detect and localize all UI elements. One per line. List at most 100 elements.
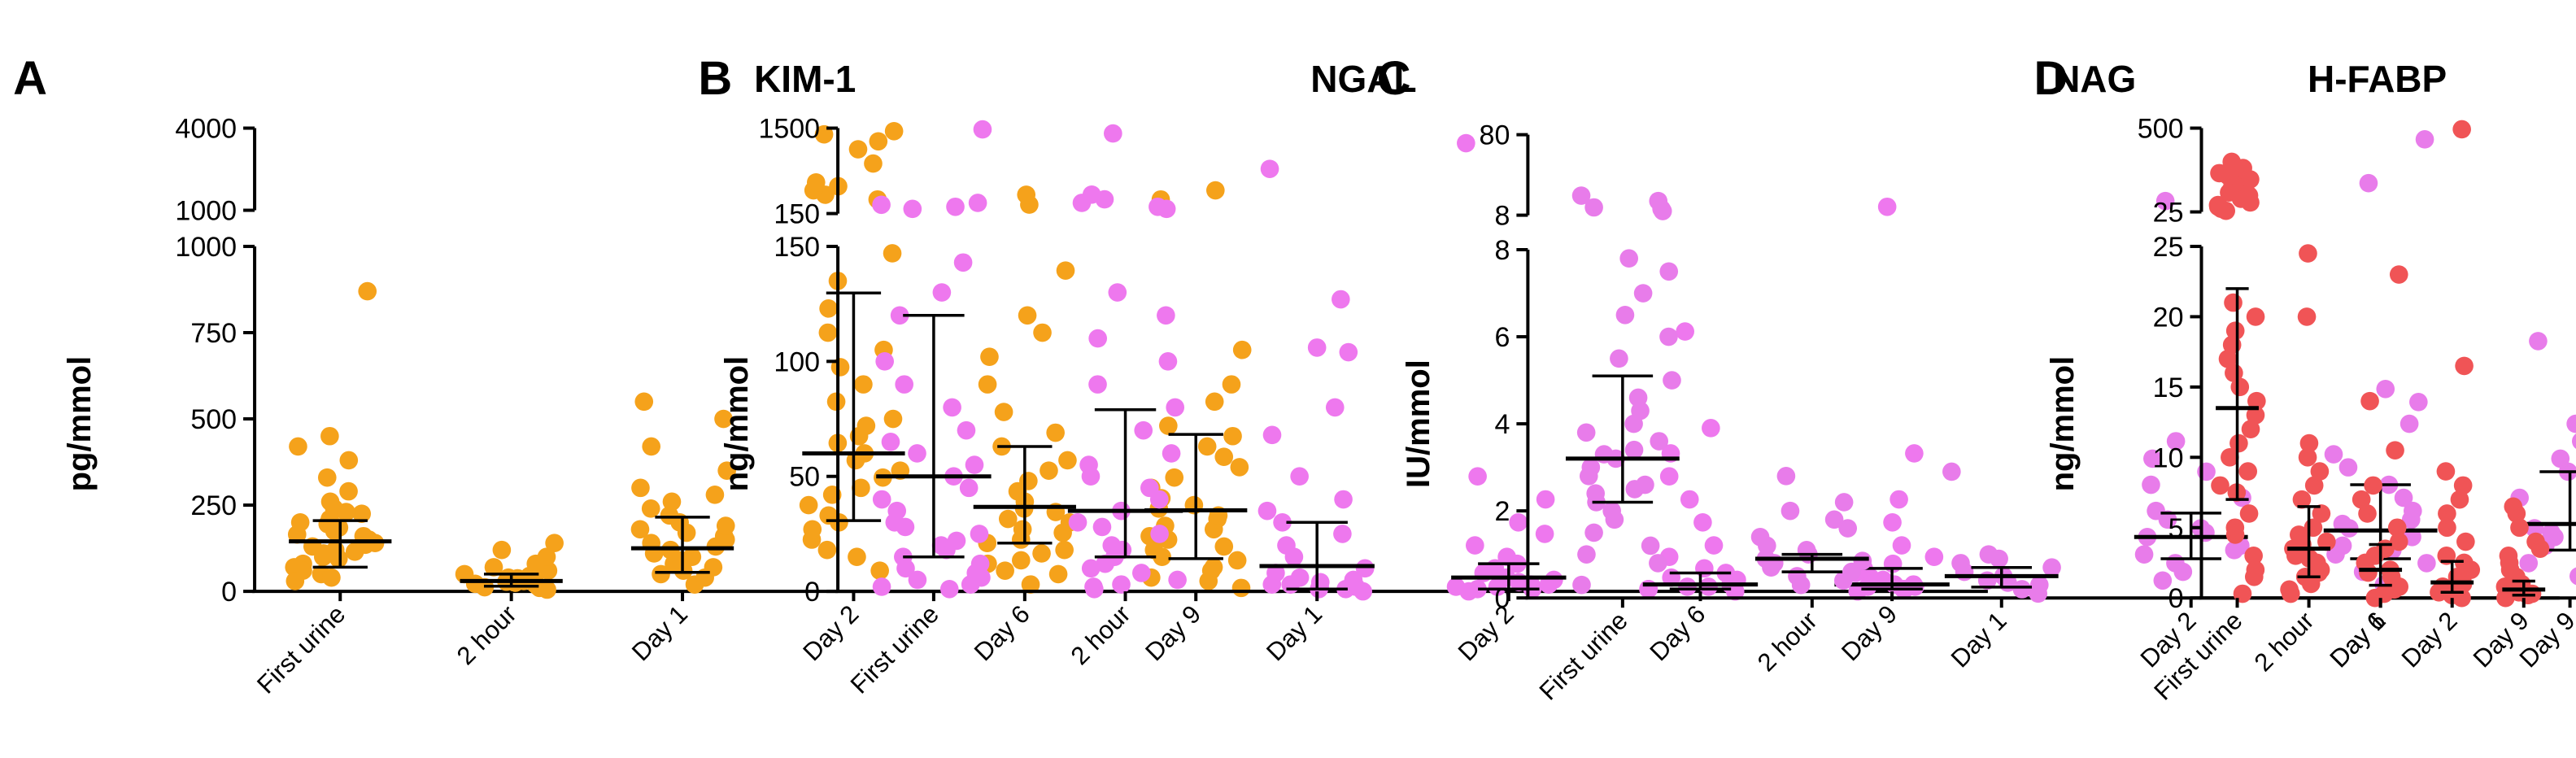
data-point <box>998 509 1018 529</box>
data-point <box>716 516 735 535</box>
data-point <box>2360 391 2379 411</box>
y-tick-label: 0 <box>1494 583 1510 614</box>
data-point <box>2519 554 2539 573</box>
x-tick-label: Day 9 <box>1836 599 1903 666</box>
data-point <box>1084 577 1103 596</box>
data-point <box>537 547 556 567</box>
data-point <box>1650 432 1669 451</box>
data-point <box>887 501 907 521</box>
x-tick-label: Day 1 <box>2325 606 2391 673</box>
data-point <box>2417 554 2436 573</box>
data-point <box>1883 512 1902 532</box>
data-point <box>1858 577 1877 596</box>
panel-label-A: A <box>13 52 47 105</box>
data-point <box>1168 570 1187 590</box>
data-point <box>1231 578 1251 598</box>
y-tick-label: 500 <box>2138 114 2184 145</box>
data-point <box>2012 580 2032 599</box>
data-point <box>1942 462 1961 481</box>
data-point <box>848 547 866 567</box>
data-point <box>1602 501 1621 521</box>
data-point <box>1104 124 1122 143</box>
x-tick-label: Day 6 <box>1644 599 1711 666</box>
data-point <box>872 490 891 509</box>
data-point <box>2338 458 2358 477</box>
y-tick-label: 15 <box>2153 372 2184 403</box>
y-axis-label: pg/mmol <box>62 356 98 492</box>
data-point <box>358 281 377 301</box>
y-tick-label: 500 <box>190 404 237 435</box>
data-point <box>1332 290 1350 309</box>
data-point <box>1166 398 1185 417</box>
data-point <box>1273 512 1292 532</box>
data-point <box>1092 517 1112 537</box>
panel-label-D: D <box>2033 52 2068 105</box>
data-point <box>994 403 1013 421</box>
data-point <box>2246 406 2265 425</box>
data-point <box>2166 432 2186 451</box>
data-point <box>2324 445 2343 464</box>
data-point <box>1788 567 1807 586</box>
data-point <box>1339 342 1358 362</box>
y-tick-label: 2 <box>1494 496 1510 527</box>
data-point <box>1509 512 1528 532</box>
y-tick-label: 150 <box>774 199 820 230</box>
data-point <box>1535 525 1554 543</box>
data-point <box>1165 468 1184 487</box>
data-point <box>1824 510 1844 529</box>
data-point <box>1310 577 1329 596</box>
data-point <box>2225 541 2244 560</box>
data-point <box>2399 414 2419 433</box>
data-point <box>2571 433 2576 449</box>
data-point <box>2142 475 2160 494</box>
x-tick-label: 2 hour <box>1752 606 1823 677</box>
data-point <box>2221 447 2239 467</box>
data-point <box>2430 582 2448 602</box>
data-point <box>1222 375 1241 394</box>
data-point <box>1134 420 1153 440</box>
data-point <box>352 504 372 523</box>
data-point <box>2134 545 2154 564</box>
data-point <box>1113 540 1132 560</box>
data-point <box>1594 445 1614 464</box>
data-point <box>2376 379 2395 399</box>
data-point <box>872 577 891 596</box>
data-point <box>2143 449 2162 468</box>
data-point <box>1446 577 1466 596</box>
data-point <box>1457 133 1475 153</box>
data-point <box>1704 536 1724 555</box>
data-point <box>2566 414 2576 433</box>
data-point <box>2153 571 2173 590</box>
panel-label-C: C <box>1377 52 1411 105</box>
data-point <box>1576 423 1596 442</box>
data-point <box>1088 329 1107 348</box>
data-point <box>864 154 883 173</box>
data-point <box>883 244 902 263</box>
data-point <box>339 481 358 501</box>
data-point <box>854 375 873 394</box>
data-point <box>2504 497 2523 516</box>
data-point <box>799 495 818 515</box>
data-point <box>1150 525 1169 543</box>
data-point <box>1325 398 1345 417</box>
data-point <box>2569 567 2576 586</box>
data-point <box>1068 512 1087 532</box>
data-point <box>2455 553 2474 573</box>
data-point <box>2389 265 2408 284</box>
data-point <box>2297 307 2317 326</box>
data-point <box>908 444 926 463</box>
panel-title: NGAL <box>1310 58 1416 100</box>
y-tick-label: 100 <box>774 346 820 377</box>
data-point <box>492 540 512 560</box>
panel-title: H-FABP <box>2308 58 2447 100</box>
y-tick-label: 25 <box>2153 232 2184 263</box>
data-point <box>1663 371 1681 390</box>
data-point <box>1262 425 1282 445</box>
data-point <box>1497 547 1516 567</box>
data-point <box>1615 305 1635 325</box>
data-point <box>1488 577 1507 596</box>
panel-title: NAG <box>2053 58 2136 100</box>
data-point <box>1877 197 1897 216</box>
data-point <box>2222 152 2242 172</box>
y-tick-label: 5 <box>2168 513 2184 544</box>
